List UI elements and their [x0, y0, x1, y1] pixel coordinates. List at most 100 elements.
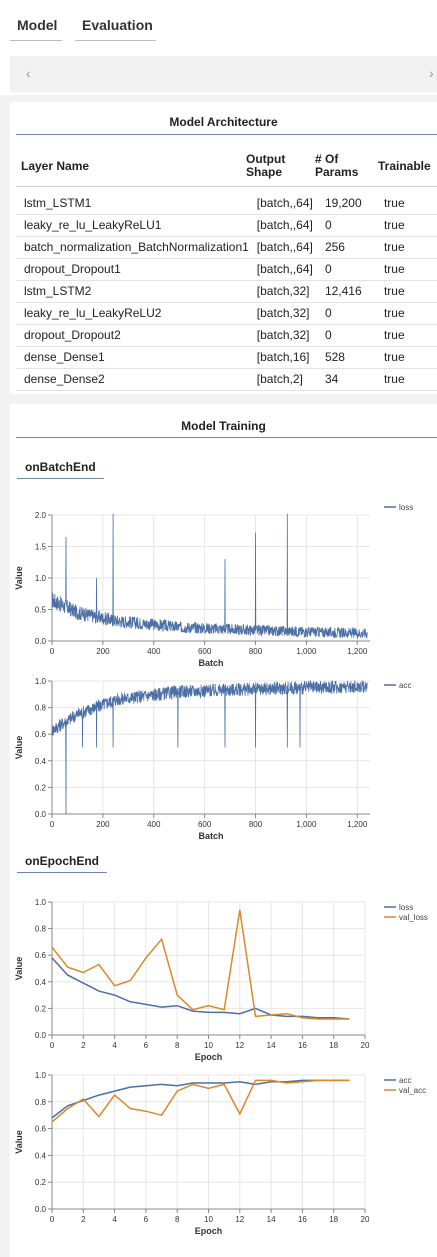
- cell-trainable: true: [379, 258, 437, 281]
- x-tick-label: 18: [329, 1215, 338, 1224]
- legend-label: acc: [399, 681, 411, 690]
- x-tick-label: 600: [198, 820, 212, 829]
- training-title: Model Training: [181, 419, 266, 433]
- y-axis-label: Value: [14, 957, 24, 981]
- x-tick-label: 400: [147, 647, 161, 656]
- table-row: leaky_re_lu_LeakyReLU1 [batch,,64] 0 true: [16, 214, 437, 237]
- cell-shape: [batch,32]: [252, 324, 321, 347]
- x-tick-label: 600: [198, 647, 212, 656]
- chevron-left-icon[interactable]: ‹: [26, 65, 31, 81]
- x-tick-label: 1,000: [296, 647, 317, 656]
- cell-layer: dense_Dense1: [16, 346, 253, 369]
- cell-params: 12,416: [320, 280, 380, 303]
- cell-shape: [batch,2]: [252, 368, 321, 391]
- table-row: lstm_LSTM1 [batch,,64] 19,200 true: [16, 192, 437, 215]
- legend-label: loss: [399, 903, 413, 912]
- cell-layer: leaky_re_lu_LeakyReLU2: [16, 302, 253, 325]
- legend-label: val_acc: [399, 1086, 426, 1095]
- cell-shape: [batch,,64]: [252, 214, 321, 237]
- architecture-title: Model Architecture: [169, 115, 278, 129]
- x-tick-label: 4: [112, 1215, 117, 1224]
- x-tick-label: 1,200: [347, 820, 368, 829]
- cell-layer: lstm_LSTM2: [16, 280, 253, 303]
- chart-batch-loss: 0.0 0.5 1.0 1.5 2.0 0 200 400 600 800 1,000 1,200 Ba…: [14, 503, 413, 668]
- cell-params: 528: [320, 346, 380, 369]
- y-tick-label: 2.0: [35, 511, 47, 520]
- x-tick-label: 16: [298, 1215, 307, 1224]
- y-tick-label: 0.6: [35, 1125, 47, 1134]
- header-layer-name: Layer Name: [21, 159, 90, 173]
- tab-on-batch-end[interactable]: onBatchEnd: [25, 460, 96, 474]
- y-tick-label: 0.6: [35, 730, 47, 739]
- x-tick-label: 0: [50, 1215, 55, 1224]
- cell-params: 0: [320, 214, 380, 237]
- y-tick-label: 1.0: [35, 898, 47, 907]
- x-tick-label: 10: [204, 1215, 213, 1224]
- y-tick-label: 0.0: [35, 637, 47, 646]
- table-row: dense_Dense2 [batch,2] 34 true: [16, 368, 437, 391]
- cell-params: 0: [320, 324, 380, 347]
- cell-layer: batch_normalization_BatchNormalization1: [16, 236, 253, 259]
- cell-trainable: true: [379, 346, 437, 369]
- cell-layer: leaky_re_lu_LeakyReLU1: [16, 214, 253, 237]
- tab-on-epoch-end[interactable]: onEpochEnd: [25, 854, 99, 868]
- x-tick-label: 14: [267, 1041, 276, 1050]
- y-tick-label: 1.0: [35, 1071, 47, 1080]
- series-line-val_loss: [51, 909, 350, 1020]
- cell-params: 34: [320, 368, 380, 391]
- header-output-shape: Output Shape: [246, 153, 285, 179]
- x-tick-label: 800: [249, 647, 263, 656]
- x-tick-label: 8: [175, 1041, 180, 1050]
- chart-epoch-loss: 0.0 0.2 0.4 0.6 0.8 1.0 0 2 4 6 8 10 12 14 16 18 20 Epoch…: [14, 898, 428, 1062]
- tab-model-underline: [10, 40, 62, 41]
- y-tick-label: 1.0: [35, 574, 47, 583]
- legend-label: loss: [399, 503, 413, 512]
- x-tick-label: 20: [361, 1215, 370, 1224]
- series-line-acc: [51, 1079, 350, 1119]
- cell-shape: [batch,32]: [252, 280, 321, 303]
- tab-model[interactable]: Model: [17, 17, 58, 33]
- y-tick-label: 0.8: [35, 925, 47, 934]
- cell-trainable: true: [379, 324, 437, 347]
- cell-params: 0: [320, 302, 380, 325]
- x-tick-label: 6: [144, 1041, 149, 1050]
- header-params: # Of Params: [315, 153, 358, 179]
- cell-trainable: true: [379, 192, 437, 215]
- architecture-table: lstm_LSTM1 [batch,,64] 19,200 true leaky_re_…: [16, 192, 437, 391]
- y-tick-label: 1.5: [35, 543, 47, 552]
- tab-bar: Model Evaluation: [0, 0, 437, 50]
- cell-trainable: true: [379, 236, 437, 259]
- x-tick-label: 1,000: [296, 820, 317, 829]
- x-tick-label: 2: [81, 1215, 86, 1224]
- chevron-right-icon[interactable]: ›: [429, 65, 434, 81]
- tab-evaluation[interactable]: Evaluation: [82, 17, 153, 33]
- y-axis-label: Value: [14, 566, 24, 590]
- x-tick-label: 400: [147, 820, 161, 829]
- x-axis-label: Batch: [198, 658, 223, 668]
- cell-trainable: true: [379, 368, 437, 391]
- header-output-shape-line2: Shape: [246, 165, 283, 179]
- x-tick-label: 0: [50, 820, 55, 829]
- y-tick-label: 0.6: [35, 951, 47, 960]
- x-tick-label: 10: [204, 1041, 213, 1050]
- series-line-loss: [51, 957, 350, 1020]
- x-axis-label: Batch: [198, 831, 223, 841]
- chart-epoch-acc: 0.0 0.2 0.4 0.6 0.8 1.0 0 2 4 6 8 10 12 14 16 18 20 Epoch…: [14, 1071, 426, 1236]
- x-tick-label: 12: [235, 1215, 244, 1224]
- pager-bar: ‹ ›: [10, 56, 437, 92]
- y-tick-label: 0.4: [35, 757, 47, 766]
- series-line-loss: [51, 513, 368, 639]
- series-line-val_acc: [51, 1079, 350, 1123]
- legend-label: val_loss: [399, 913, 428, 922]
- x-tick-label: 0: [50, 647, 55, 656]
- header-params-line2: Params: [315, 165, 359, 179]
- cell-trainable: true: [379, 280, 437, 303]
- x-axis-label: Epoch: [195, 1052, 223, 1062]
- chart-batch-acc: 0.0 0.2 0.4 0.6 0.8 1.0 0 200 400 600 800 1,000 1,20…: [14, 677, 411, 841]
- x-tick-label: 6: [144, 1215, 149, 1224]
- cell-shape: [batch,16]: [252, 346, 321, 369]
- cell-params: 256: [320, 236, 380, 259]
- architecture-table-body: lstm_LSTM1 [batch,,64] 19,200 true leaky_re_…: [16, 192, 437, 391]
